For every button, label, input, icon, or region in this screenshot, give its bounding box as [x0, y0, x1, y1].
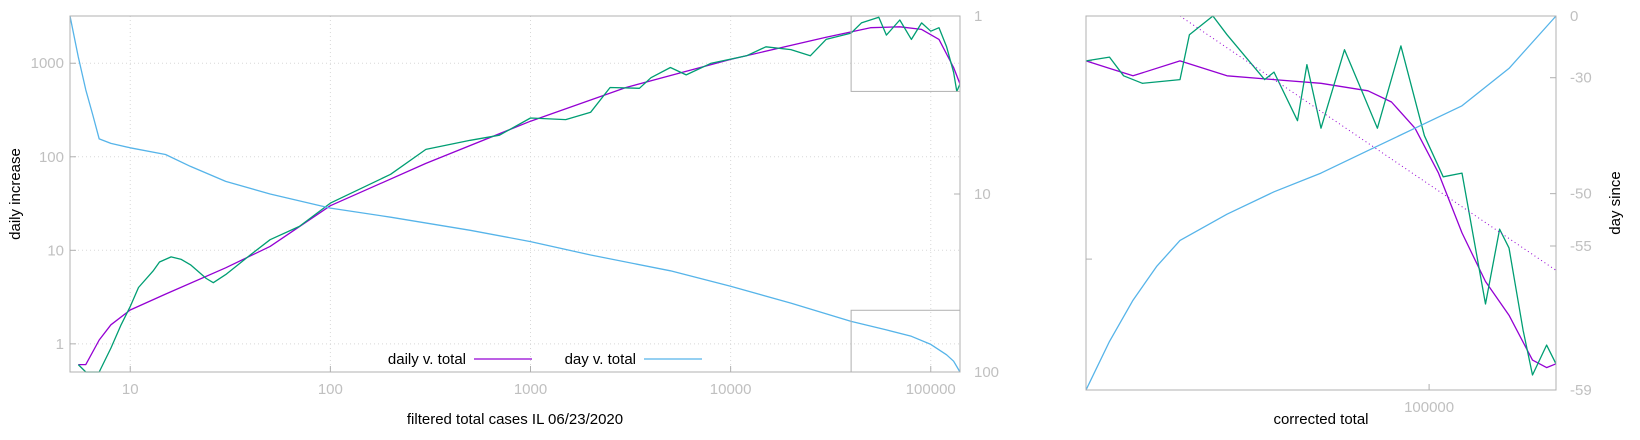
inset-y2-tick-label: 0: [1570, 8, 1578, 25]
inset-series-line-1: [1085, 15, 1557, 376]
y2-tick-label: 10: [974, 186, 991, 203]
series-line-2: [69, 15, 961, 373]
y2-tick-label: 1: [974, 8, 982, 25]
main-series: [69, 15, 961, 373]
zoom-box-upper: [850, 15, 961, 92]
inset-series-line-2: [1085, 15, 1557, 391]
x-tick-label: 100: [318, 381, 343, 398]
legend-label-daily-v-total: daily v. total: [388, 351, 466, 368]
x-tick-label: 100000: [906, 381, 956, 398]
main-plot-frame: [69, 15, 961, 373]
y-tick-label: 1: [56, 336, 64, 353]
inset-y2-tick-label: -30: [1570, 70, 1592, 87]
inset-plot-frame: [1085, 15, 1557, 391]
inset-series: [1085, 15, 1557, 391]
inset-y2-axis-title: day since: [1607, 171, 1624, 234]
y-tick-label: 100: [39, 149, 64, 166]
main-ticks: 10 100 1000 10000 100000 1 10 100 1000 1 10 100: [31, 8, 999, 398]
legend: daily v. total day v. total: [388, 351, 702, 368]
x-tick-label: 10000: [710, 381, 752, 398]
y-tick-label: 10: [47, 242, 64, 259]
x-tick-label: 10: [122, 381, 139, 398]
x-axis-title: filtered total cases IL 06/23/2020: [407, 411, 623, 428]
zoom-indicator-boxes: [850, 15, 961, 373]
inset-ticks: 100000 0 -30 -50 -55 -59: [1086, 8, 1592, 416]
inset-y2-tick-label: -50: [1570, 186, 1592, 203]
x-tick-label: 1000: [514, 381, 547, 398]
y-tick-label: 1000: [31, 55, 64, 72]
series-line-1: [77, 16, 961, 373]
inset-y2-tick-label: -59: [1570, 382, 1592, 399]
zoom-box-lower: [850, 309, 961, 373]
inset-series-line-0: [1085, 60, 1557, 369]
inset-x-axis-title: corrected total: [1273, 411, 1368, 428]
inset-y2-tick-label: -55: [1570, 238, 1592, 255]
legend-label-day-v-total: day v. total: [565, 351, 636, 368]
inset-x-tick-label: 100000: [1404, 399, 1454, 416]
main-grid: [70, 16, 960, 372]
y2-tick-label: 100: [974, 364, 999, 381]
y-axis-title: daily increase: [7, 148, 24, 240]
